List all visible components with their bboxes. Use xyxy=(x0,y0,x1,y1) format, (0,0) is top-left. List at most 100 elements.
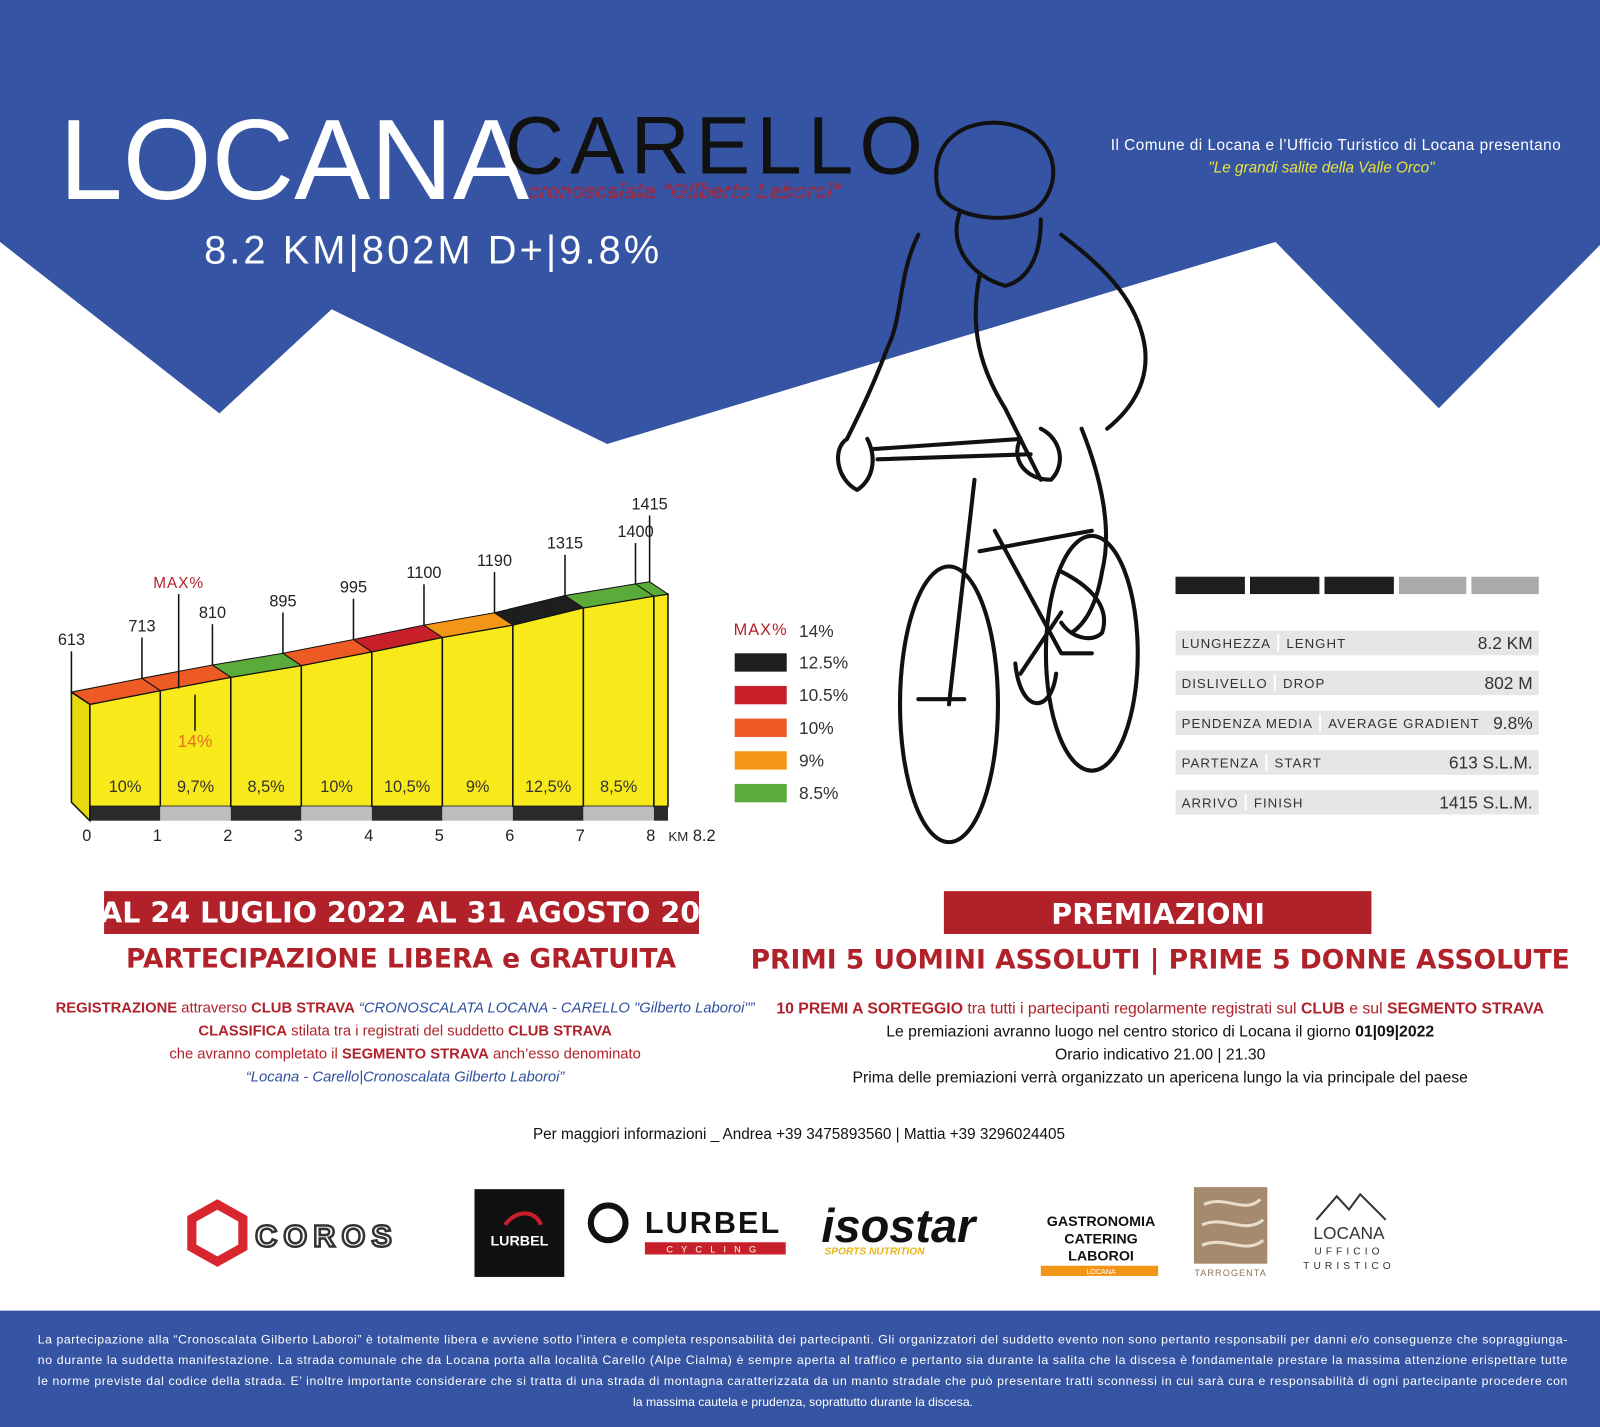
legend-swatch xyxy=(734,783,787,803)
tarrogenta: TARROGENTA xyxy=(1194,1268,1267,1278)
text-run: e sul xyxy=(1345,1001,1387,1018)
lurbel: LURBEL xyxy=(645,1206,781,1240)
lurbel-icon xyxy=(587,1202,629,1244)
subtitle: cronoscalata "Gilberto Laboroi" xyxy=(529,181,842,203)
locana-mountains xyxy=(1315,1192,1387,1221)
header-band xyxy=(0,0,1600,445)
lurbel-sub-band xyxy=(644,1242,786,1255)
max-label: MAX% xyxy=(153,575,204,592)
stats-row xyxy=(1175,790,1539,815)
stats-row xyxy=(1175,630,1539,656)
awards-banner xyxy=(943,891,1372,934)
profile-side xyxy=(70,690,91,823)
gastronomia-line: LABOROI xyxy=(1068,1249,1134,1265)
stats-row xyxy=(1175,750,1539,775)
text-run: Le premiazioni avranno luogo nel centro … xyxy=(886,1024,1355,1041)
text-line: REGISTRAZIONE attraverso CLUB STRAVA “CR… xyxy=(56,1001,756,1017)
km-tick-label: 7 xyxy=(576,827,585,845)
tarrogenta-pattern xyxy=(1201,1198,1265,1248)
elevation-label: 1100 xyxy=(406,564,441,582)
elevation-label: 1415 xyxy=(631,495,667,513)
elevation-label: 1190 xyxy=(477,552,512,570)
legend-max-label: MAX% xyxy=(734,621,788,639)
stats-value: 802 M xyxy=(1484,673,1532,693)
stats-label-en: DROP xyxy=(1283,676,1325,691)
contact: Per maggiori informazioni _ Andrea +39 3… xyxy=(533,1126,1065,1143)
stats-label: PARTENZA xyxy=(1182,756,1260,771)
gastronomia: GASTRONOMIA CATERING LABOROI xyxy=(1047,1214,1156,1265)
disclaimer-line: no durante la suddetta manifestazione. L… xyxy=(38,1353,1568,1367)
title-carello: CARELLO xyxy=(505,101,929,192)
gradient-label: 10,5% xyxy=(384,778,430,796)
legend-max-value: 14% xyxy=(799,621,834,641)
text-run: che avranno completato il xyxy=(169,1047,342,1063)
elevation-label: 995 xyxy=(340,579,367,597)
stats-row xyxy=(1175,710,1539,735)
profile-base xyxy=(301,806,372,821)
text-run: 01|09|2022 xyxy=(1355,1024,1434,1041)
profile-base xyxy=(89,806,161,821)
gradient-label: 8,5% xyxy=(247,778,284,796)
text-line: Orario indicativo 21.00 | 21.30 xyxy=(1055,1047,1266,1064)
text-run: “CRONOSCALATA LOCANA - CARELLO "Gilberto… xyxy=(355,1001,756,1017)
text-run: CLUB STRAVA xyxy=(251,1001,355,1017)
dates-banner xyxy=(104,891,699,934)
locana-sub: UFFICIO TURISTICO xyxy=(1303,1246,1395,1271)
lurbel-box-icon xyxy=(503,1211,543,1227)
profile-base xyxy=(442,806,513,821)
legend-label: 8.5% xyxy=(799,783,838,803)
gastronomia-line: CATERING xyxy=(1064,1231,1137,1247)
text-line: “Locana - Carello|Cronoscalata Gilberto … xyxy=(246,1069,566,1085)
text-run: 10 PREMI A SORTEGGIO xyxy=(776,1001,963,1018)
text-line: 10 PREMI A SORTEGGIO tra tutti i parteci… xyxy=(776,1001,1544,1018)
stats-row xyxy=(1175,670,1539,696)
text-line: Le premiazioni avranno luogo nel centro … xyxy=(886,1024,1434,1041)
dates: DAL 24 LUGLIO 2022 AL 31 AGOSTO 2022 xyxy=(76,896,739,930)
legend-swatch xyxy=(734,653,787,672)
profile-segment xyxy=(512,606,585,808)
elevation-label: 810 xyxy=(199,604,226,622)
text-run: anch’esso denominato xyxy=(489,1047,641,1063)
elevation-label: 1400 xyxy=(617,523,653,541)
km-tick-label: 8.2 xyxy=(693,827,716,845)
stats-bar xyxy=(1471,576,1539,595)
series-name: "Le grandi salite della Valle Orco" xyxy=(1208,160,1435,177)
profile-base xyxy=(583,806,654,821)
stats-bar xyxy=(1324,576,1394,595)
stats-bar xyxy=(1250,576,1320,595)
locana-sub-line: TURISTICO xyxy=(1303,1261,1395,1272)
gradient-label: 9,7% xyxy=(177,778,214,796)
legend-swatch xyxy=(734,718,787,737)
stats-label-en: AVERAGE GRADIENT xyxy=(1328,716,1480,731)
text-run: Orario indicativo 21.00 | 21.30 xyxy=(1055,1047,1266,1064)
legend-swatch xyxy=(734,685,787,705)
text-run: SEGMENTO STRAVA xyxy=(1387,1001,1544,1018)
footer-band xyxy=(0,1310,1600,1427)
text-run: “Locana - Carello|Cronoscalata Gilberto … xyxy=(246,1069,566,1085)
gradient-label: 8,5% xyxy=(600,778,637,796)
text-run: CLUB STRAVA xyxy=(508,1024,612,1040)
profile-base xyxy=(653,806,668,821)
cyclist-illustration xyxy=(836,120,1148,845)
locana-sub-line: UFFICIO xyxy=(1314,1246,1383,1257)
gradient-label: 12,5% xyxy=(525,778,571,796)
text-run: tra tutti i partecipanti regolarmente re… xyxy=(963,1001,1301,1018)
participation: PARTECIPAZIONE LIBERA e GRATUITA xyxy=(126,944,676,975)
profile-segment xyxy=(653,593,669,808)
profile-base xyxy=(371,806,443,821)
profile-base xyxy=(160,806,231,821)
km-tick-label: 3 xyxy=(294,827,303,845)
elevation-label: 1315 xyxy=(547,535,583,553)
sponsors: COROS LURBEL LURBEL CYCLING isostar SPOR… xyxy=(187,1187,1395,1278)
gradient-legend: MAX% 14% 12.5% 10.5% 10% 9% 8.5% xyxy=(734,621,848,803)
km-tick-label: 5 xyxy=(435,827,444,845)
gastronomia-band xyxy=(1040,1265,1159,1276)
gastronomia-sub: LOCANA xyxy=(1086,1268,1116,1276)
stats-label-en: FINISH xyxy=(1254,795,1304,810)
gradient-label: 10% xyxy=(320,778,353,796)
stats-value: 1415 S.L.M. xyxy=(1439,792,1532,812)
awards-headline: PRIMI 5 UOMINI ASSOLUTI | PRIME 5 DONNE … xyxy=(751,945,1570,976)
stats-label-en: LENGHT xyxy=(1286,636,1346,651)
km-tick-label: 8 xyxy=(646,827,655,845)
